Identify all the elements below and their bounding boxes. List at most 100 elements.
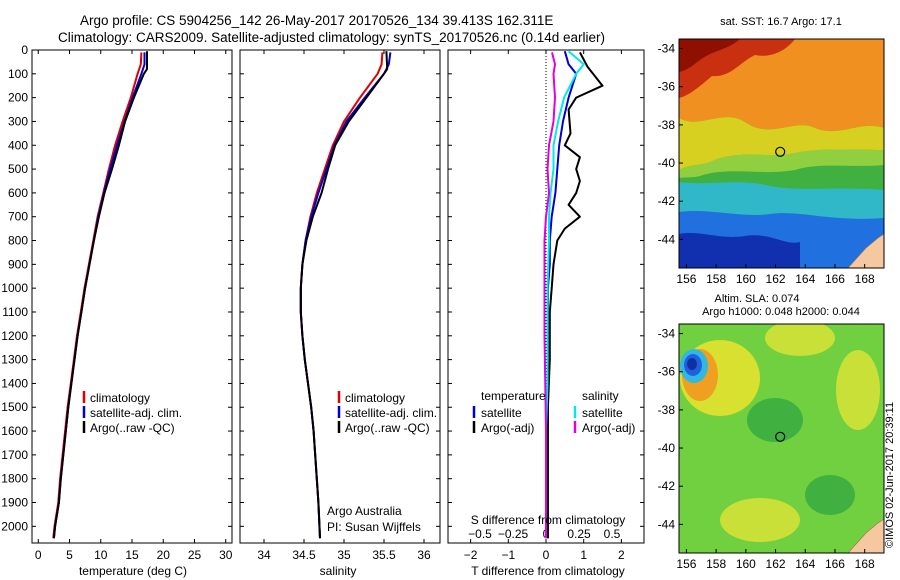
- legend-argo-label: Argo(..raw -QC): [90, 421, 175, 435]
- x-tick-label: 10: [94, 548, 108, 562]
- sst-map-frame: [678, 38, 885, 269]
- map-lon-tick-label: 160: [736, 272, 756, 286]
- x-tick-label: 20: [157, 548, 171, 562]
- sla-green-patch-south: [805, 475, 855, 515]
- map-lon-tick-label: 156: [676, 557, 696, 571]
- series-line-salinity-argo-adj: [543, 52, 556, 539]
- x-tick-label: 34.5: [292, 548, 316, 562]
- map-lat-tick-label: -40: [658, 156, 676, 170]
- sla-green-patch-center: [747, 398, 803, 442]
- sla-yellow-patch-south: [720, 498, 800, 542]
- sla-eddy-core: [687, 358, 697, 370]
- legend-argo-label: Argo(..raw -QC): [345, 421, 430, 435]
- legend-temp-argo-label: Argo(-adj): [481, 421, 534, 435]
- map-lat-tick-label: -40: [658, 441, 676, 455]
- map-lon-tick-label: 156: [676, 272, 696, 286]
- map-lon-tick-label: 164: [795, 272, 815, 286]
- top-x-tick-label: 0.5: [604, 527, 621, 541]
- x-tick-label: 15: [125, 548, 139, 562]
- series-line-argo-raw-qc: [52, 51, 148, 539]
- map-lon-tick-label: 158: [706, 557, 726, 571]
- map-lon-tick-label: 162: [766, 557, 786, 571]
- depth-tick-label: 1400: [1, 376, 28, 390]
- top-x-tick-label: −0.5: [468, 527, 492, 541]
- temperature-panel: 0100200300400500600700800900100011001200…: [1, 43, 232, 578]
- depth-tick-label: 700: [8, 210, 28, 224]
- depth-tick-label: 1500: [1, 400, 28, 414]
- x-tick-label: 0: [35, 548, 42, 562]
- salinity-axis-label: salinity: [320, 564, 357, 578]
- map-lat-tick-label: -42: [658, 479, 676, 493]
- legend-sal-satellite-label: satellite: [582, 406, 623, 420]
- sla-map-title: Altim. SLA: 0.074: [715, 293, 800, 305]
- sla-yellow-patch-east: [836, 350, 880, 430]
- salinity-axes-frame: [239, 49, 441, 544]
- legend-satellite-label: satellite-adj. clim.: [90, 406, 182, 420]
- x-tick-label: 35.5: [372, 548, 396, 562]
- map-lat-tick-label: -38: [658, 403, 676, 417]
- difference-axis-label: T difference from climatology: [471, 564, 625, 578]
- map-lat-tick-label: -36: [658, 365, 676, 379]
- sla-map-panel: Altim. SLA: 0.074 Argo h1000: 0.048 h200…: [658, 293, 885, 571]
- depth-tick-label: 200: [8, 91, 28, 105]
- sst-map-panel: sat. SST: 16.7 Argo: 17.1 156 158 160 162 16…: [658, 16, 885, 286]
- map-lat-tick-label: -36: [658, 80, 676, 94]
- map-lon-tick-label: 164: [795, 557, 815, 571]
- depth-tick-label: 400: [8, 138, 28, 152]
- map-lon-tick-label: 162: [766, 272, 786, 286]
- salinity-legend: climatology satellite-adj. clim. Argo(..…: [337, 391, 437, 435]
- figure-title-line1: Argo profile: CS 5904256_142 26-May-2017…: [80, 13, 553, 28]
- depth-tick-label: 900: [8, 257, 28, 271]
- map-lon-tick-label: 158: [706, 272, 726, 286]
- salinity-panel: 34 34.5 35 35.5 36 salinity climatology sate…: [239, 49, 441, 578]
- x-tick-label: 34: [257, 548, 271, 562]
- map-lat-tick-label: -44: [658, 232, 676, 246]
- sst-band-deepblue: [679, 233, 800, 268]
- pi-label: PI: Susan Wijffels: [327, 520, 421, 534]
- map-lat-tick-label: -42: [658, 194, 676, 208]
- map-lon-tick-label: 166: [825, 557, 845, 571]
- figure-title-line2: Climatology: CARS2009. Satellite-adjuste…: [58, 30, 605, 45]
- depth-tick-label: 1000: [1, 281, 28, 295]
- map-lon-tick-label: 166: [825, 272, 845, 286]
- legend-temperature-title: temperature: [481, 389, 546, 403]
- map-lat-tick-label: -34: [658, 42, 676, 56]
- x-tick-label: 0: [543, 548, 550, 562]
- depth-tick-label: 500: [8, 162, 28, 176]
- legend-satellite-label: satellite-adj. clim.: [345, 406, 437, 420]
- x-tick-label: 30: [219, 548, 233, 562]
- sst-map-title: sat. SST: 16.7 Argo: 17.1: [720, 16, 842, 28]
- x-tick-label: 1: [580, 548, 587, 562]
- legend-salinity-title: salinity: [582, 389, 619, 403]
- x-tick-label: 5: [66, 548, 73, 562]
- series-line-argo-raw-qc: [299, 51, 389, 539]
- depth-tick-label: 1800: [1, 472, 28, 486]
- x-tick-label: −2: [464, 548, 478, 562]
- x-tick-label: 2: [618, 548, 625, 562]
- depth-tick-label: 800: [8, 234, 28, 248]
- legend-temp-satellite-label: satellite: [481, 406, 522, 420]
- difference-top-axis-label: S difference from climatology: [471, 513, 626, 527]
- sst-argo-marker: [775, 146, 786, 157]
- sst-band-lightgreen: [679, 149, 884, 178]
- series-line-temperature-argo-adj: [546, 51, 604, 539]
- depth-tick-label: 1600: [1, 424, 28, 438]
- temperature-axis-label: temperature (deg C): [79, 564, 187, 578]
- legend-climatology-label: climatology: [90, 391, 150, 405]
- depth-tick-label: 100: [8, 67, 28, 81]
- map-lon-tick-label: 168: [855, 557, 875, 571]
- map-lat-tick-label: -44: [658, 517, 676, 531]
- x-tick-label: 36: [417, 548, 431, 562]
- map-lat-tick-label: -38: [658, 118, 676, 132]
- argo-australia-label: Argo Australia: [327, 504, 402, 518]
- sst-band-darkred: [679, 39, 740, 72]
- difference-legend: temperature satellite Argo(-adj) salinit…: [472, 389, 635, 435]
- sst-field: [679, 39, 884, 268]
- top-x-tick-label: 0.25: [567, 527, 591, 541]
- x-tick-label: 35: [337, 548, 351, 562]
- top-x-tick-label: −0.25: [498, 527, 529, 541]
- sst-land: [847, 233, 884, 268]
- sla-argo-marker: [775, 431, 786, 442]
- sst-band-yellow: [679, 117, 884, 170]
